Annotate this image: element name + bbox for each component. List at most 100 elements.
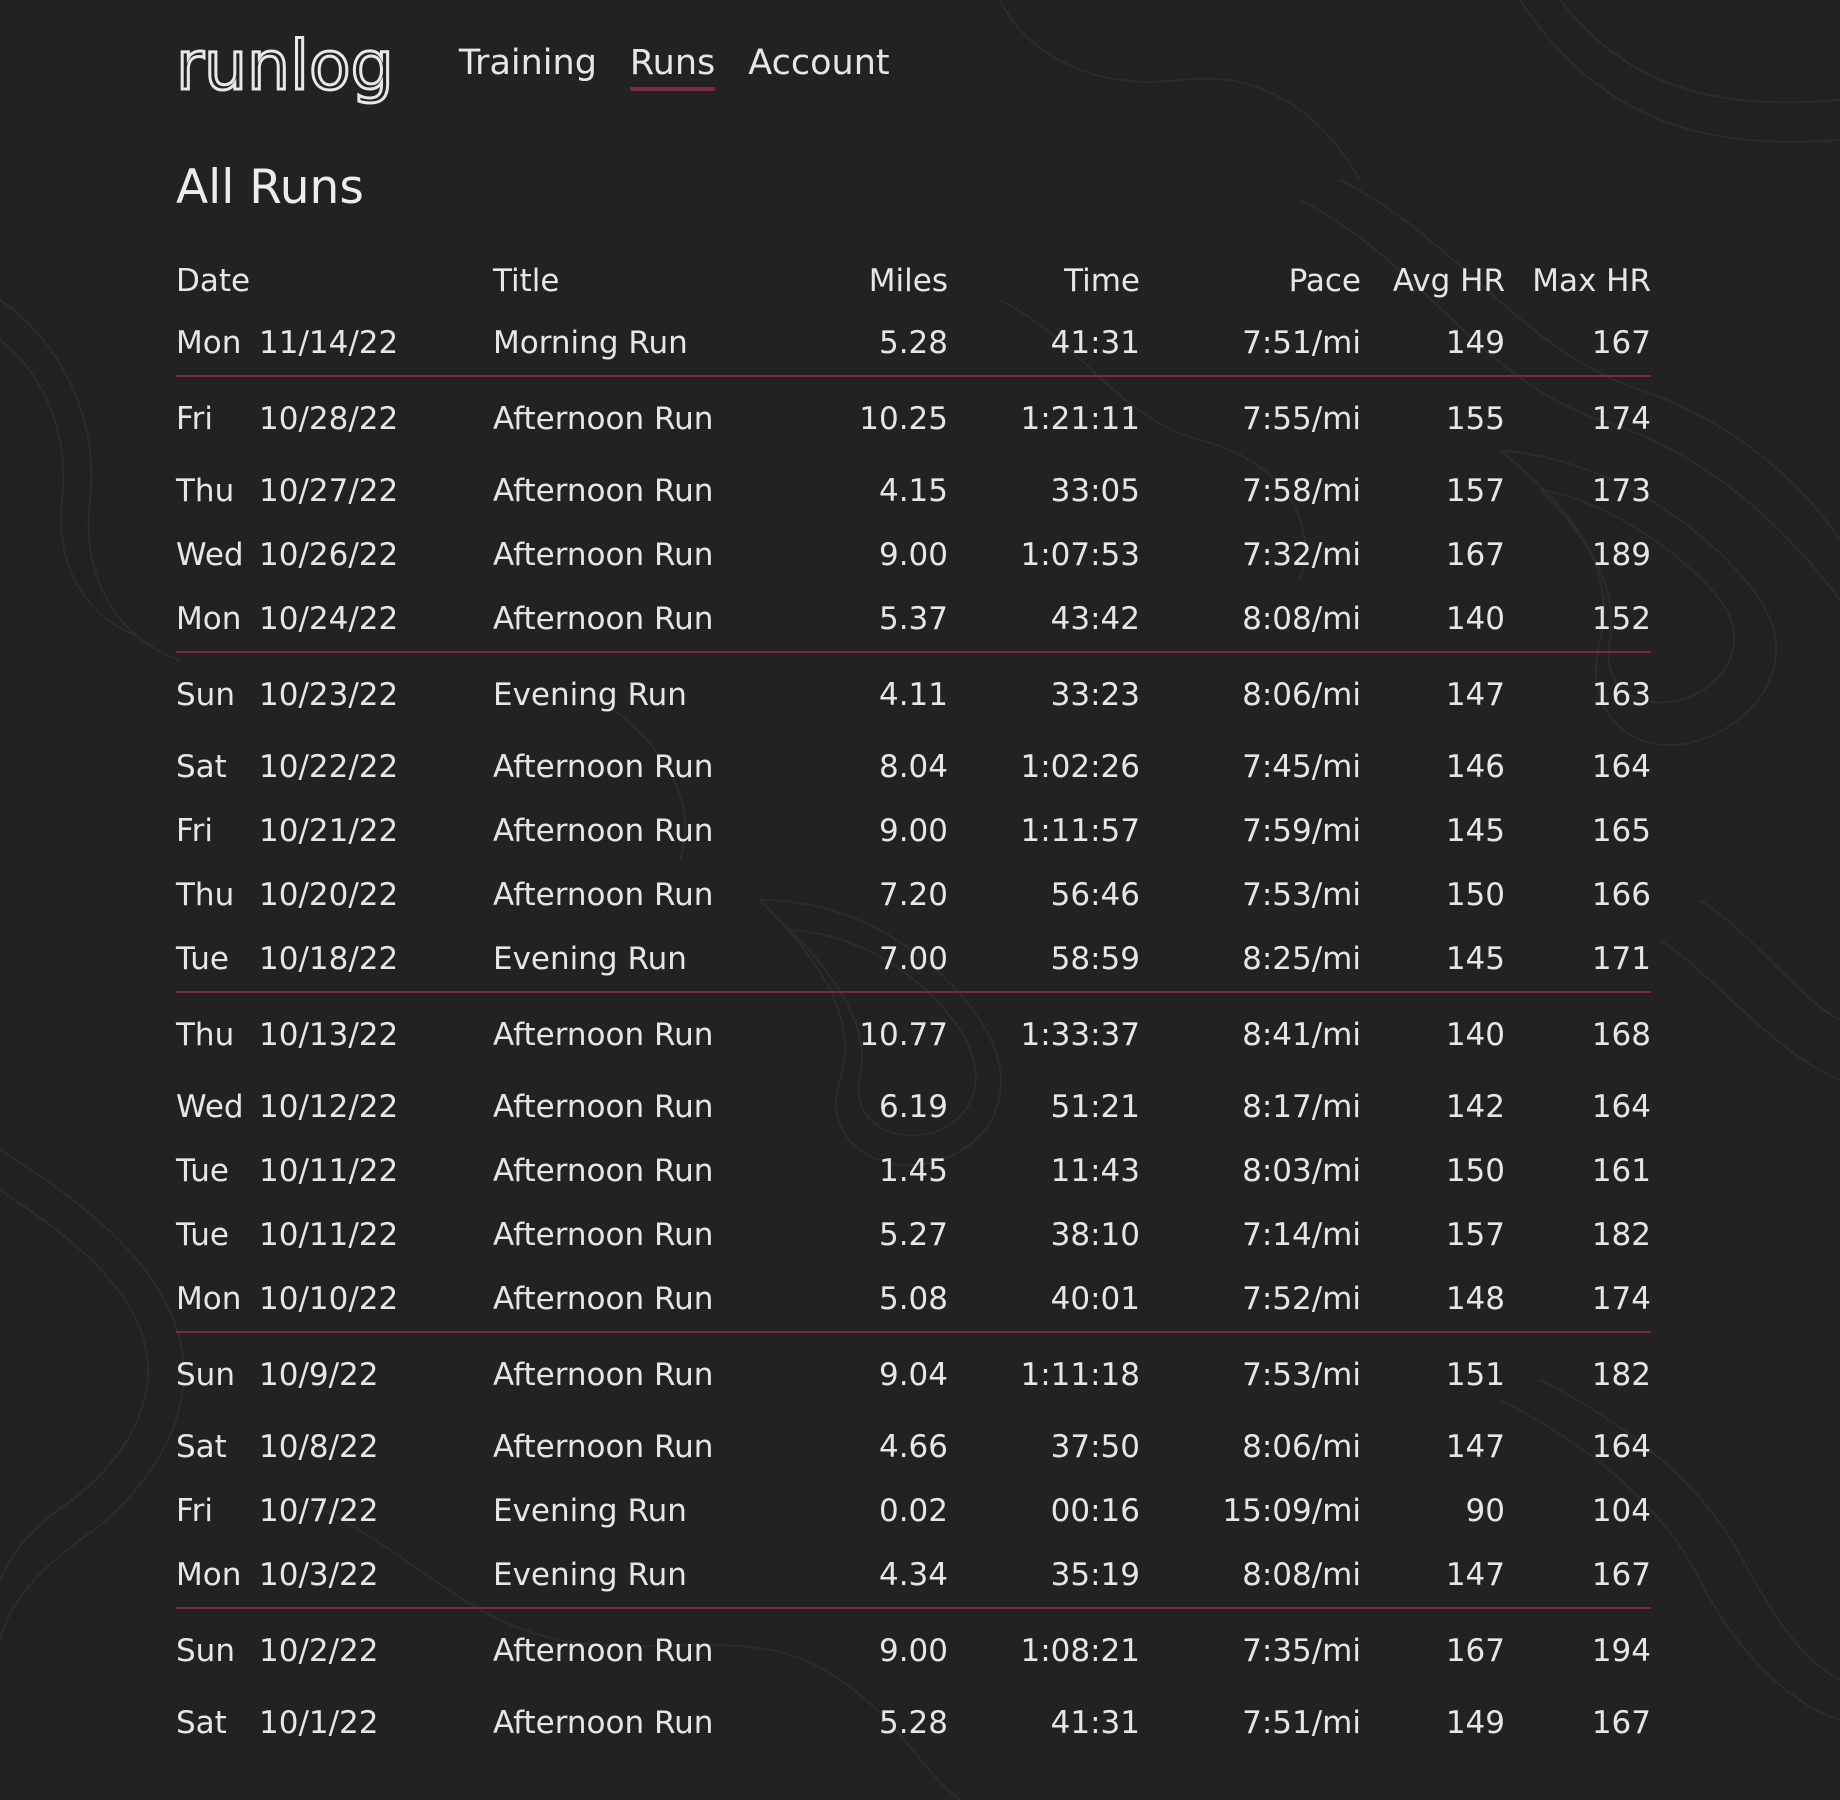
run-day: Fri: [176, 813, 213, 849]
run-avg-hr: 167: [1445, 537, 1505, 573]
run-max-hr: 165: [1591, 813, 1651, 849]
run-title[interactable]: Evening Run: [493, 1557, 687, 1593]
run-pace: 8:03/mi: [1242, 1153, 1361, 1189]
run-day: Sat: [176, 1429, 227, 1465]
run-day: Thu: [176, 473, 235, 509]
run-date: 10/26/22: [259, 537, 399, 573]
run-avg-hr: 90: [1465, 1493, 1505, 1529]
run-row[interactable]: Sat 10/8/22 Afternoon Run 4.66 37:50 8:06/mi 1…: [176, 1415, 1651, 1479]
run-time: 1:02:26: [1020, 749, 1140, 785]
run-time: 38:10: [1050, 1217, 1140, 1253]
run-max-hr: 164: [1591, 1089, 1651, 1125]
run-row[interactable]: Tue 10/11/22 Afternoon Run 1.45 11:43 8:03/mi…: [176, 1139, 1651, 1203]
run-avg-hr: 142: [1445, 1089, 1505, 1125]
run-pace: 7:52/mi: [1242, 1281, 1361, 1317]
run-title[interactable]: Afternoon Run: [493, 537, 714, 573]
run-title[interactable]: Afternoon Run: [493, 1089, 714, 1125]
run-miles: 5.08: [878, 1281, 948, 1317]
run-title[interactable]: Afternoon Run: [493, 1153, 714, 1189]
run-title[interactable]: Afternoon Run: [493, 473, 714, 509]
run-row[interactable]: Fri 10/21/22 Afternoon Run 9.00 1:11:57 7:59/…: [176, 799, 1651, 863]
run-row[interactable]: Sun 10/9/22 Afternoon Run 9.04 1:11:18 7:53/m…: [176, 1331, 1651, 1415]
run-day: Sat: [176, 1705, 227, 1741]
run-row[interactable]: Mon 10/3/22 Evening Run 4.34 35:19 8:08/mi 147…: [176, 1543, 1651, 1608]
run-row[interactable]: Mon 10/24/22 Afternoon Run 5.37 43:42 8:08/mi…: [176, 587, 1651, 652]
run-miles: 10.25: [793, 375, 948, 459]
run-row[interactable]: Wed 10/26/22 Afternoon Run 9.00 1:07:53 7:32/…: [176, 523, 1651, 587]
run-max-hr: 164: [1591, 1429, 1651, 1465]
run-title[interactable]: Evening Run: [493, 1493, 687, 1529]
run-date: 10/22/22: [259, 749, 399, 785]
run-date: 10/20/22: [259, 877, 399, 913]
nav-link-runs[interactable]: Runs: [629, 43, 716, 91]
column-header-pace: Pace: [1288, 263, 1361, 299]
page-title: All Runs: [176, 160, 364, 215]
run-date: 10/27/22: [259, 473, 399, 509]
run-pace: 7:53/mi: [1140, 1331, 1361, 1415]
run-title[interactable]: Evening Run: [493, 941, 687, 977]
run-miles: 4.15: [878, 473, 948, 509]
run-row[interactable]: Thu 10/13/22 Afternoon Run 10.77 1:33:37 8:41…: [176, 991, 1651, 1075]
run-pace: 8:08/mi: [1242, 601, 1361, 637]
run-day: Sun: [176, 1607, 259, 1691]
run-title[interactable]: Afternoon Run: [493, 1429, 714, 1465]
run-avg-hr: 147: [1445, 1429, 1505, 1465]
run-title[interactable]: Afternoon Run: [493, 1331, 793, 1415]
run-time: 1:08:21: [948, 1607, 1140, 1691]
run-row[interactable]: Fri 10/28/22 Afternoon Run 10.25 1:21:11 7:55…: [176, 375, 1651, 459]
run-date: 10/3/22: [259, 1557, 379, 1593]
run-avg-hr: 140: [1361, 991, 1505, 1075]
run-title[interactable]: Afternoon Run: [493, 375, 793, 459]
run-title[interactable]: Evening Run: [493, 651, 793, 735]
runlog-logo[interactable]: runlog: [175, 27, 396, 106]
nav-link-account[interactable]: Account: [748, 43, 890, 83]
run-title[interactable]: Afternoon Run: [493, 1217, 714, 1253]
run-day: Wed: [176, 537, 244, 573]
run-row[interactable]: Sat 10/1/22 Afternoon Run 5.28 41:31 7:51/mi 1…: [176, 1691, 1651, 1755]
run-row[interactable]: Sat 10/22/22 Afternoon Run 8.04 1:02:26 7:45/…: [176, 735, 1651, 799]
run-row[interactable]: Fri 10/7/22 Evening Run 0.02 00:16 15:09/mi 90…: [176, 1479, 1651, 1543]
run-title[interactable]: Afternoon Run: [493, 991, 793, 1075]
run-avg-hr: 149: [1445, 325, 1505, 361]
run-date: 10/8/22: [259, 1429, 379, 1465]
run-pace: 8:06/mi: [1242, 1429, 1361, 1465]
run-title[interactable]: Afternoon Run: [493, 877, 714, 913]
run-avg-hr: 157: [1445, 1217, 1505, 1253]
run-row[interactable]: Sun 10/23/22 Evening Run 4.11 33:23 8:06/mi 14…: [176, 651, 1651, 735]
run-row[interactable]: Mon 11/14/22 Morning Run 5.28 41:31 7:51/mi 14…: [176, 311, 1651, 376]
run-title[interactable]: Afternoon Run: [493, 1281, 714, 1317]
run-day: Tue: [176, 1217, 229, 1253]
run-avg-hr: 149: [1445, 1705, 1505, 1741]
run-avg-hr: 151: [1361, 1331, 1505, 1415]
run-row[interactable]: Mon 10/10/22 Afternoon Run 5.08 40:01 7:52/mi…: [176, 1267, 1651, 1332]
run-title[interactable]: Afternoon Run: [493, 813, 714, 849]
run-row[interactable]: Wed 10/12/22 Afternoon Run 6.19 51:21 8:17/mi…: [176, 1075, 1651, 1139]
run-day: Thu: [176, 877, 235, 913]
run-title[interactable]: Afternoon Run: [493, 1705, 714, 1741]
run-date: 11/14/22: [259, 325, 399, 361]
run-day: Sat: [176, 749, 227, 785]
run-title[interactable]: Afternoon Run: [493, 601, 714, 637]
run-row[interactable]: Thu 10/27/22 Afternoon Run 4.15 33:05 7:58/mi…: [176, 459, 1651, 523]
run-miles: 5.28: [878, 325, 948, 361]
run-date: 10/13/22: [259, 991, 493, 1075]
run-time: 1:11:18: [948, 1331, 1140, 1415]
run-row[interactable]: Tue 10/18/22 Evening Run 7.00 58:59 8:25/mi 14…: [176, 927, 1651, 992]
column-header-time: Time: [1064, 263, 1140, 299]
run-time: 1:11:57: [1020, 813, 1140, 849]
run-time: 33:05: [1050, 473, 1140, 509]
run-time: 1:07:53: [1020, 537, 1140, 573]
site-header: runlog Training Runs Account: [175, 0, 1676, 150]
run-row[interactable]: Thu 10/20/22 Afternoon Run 7.20 56:46 7:53/mi…: [176, 863, 1651, 927]
nav-link-training[interactable]: Training: [458, 43, 597, 83]
run-pace: 8:41/mi: [1140, 991, 1361, 1075]
run-title[interactable]: Afternoon Run: [493, 749, 714, 785]
run-row[interactable]: Tue 10/11/22 Afternoon Run 5.27 38:10 7:14/mi…: [176, 1203, 1651, 1267]
run-miles: 0.02: [878, 1493, 948, 1529]
run-max-hr: 173: [1591, 473, 1651, 509]
run-title[interactable]: Afternoon Run: [493, 1607, 793, 1691]
run-row[interactable]: Sun 10/2/22 Afternoon Run 9.00 1:08:21 7:35/m…: [176, 1607, 1651, 1691]
run-date: 10/24/22: [259, 601, 399, 637]
run-miles: 6.19: [878, 1089, 948, 1125]
run-title[interactable]: Morning Run: [493, 325, 688, 361]
